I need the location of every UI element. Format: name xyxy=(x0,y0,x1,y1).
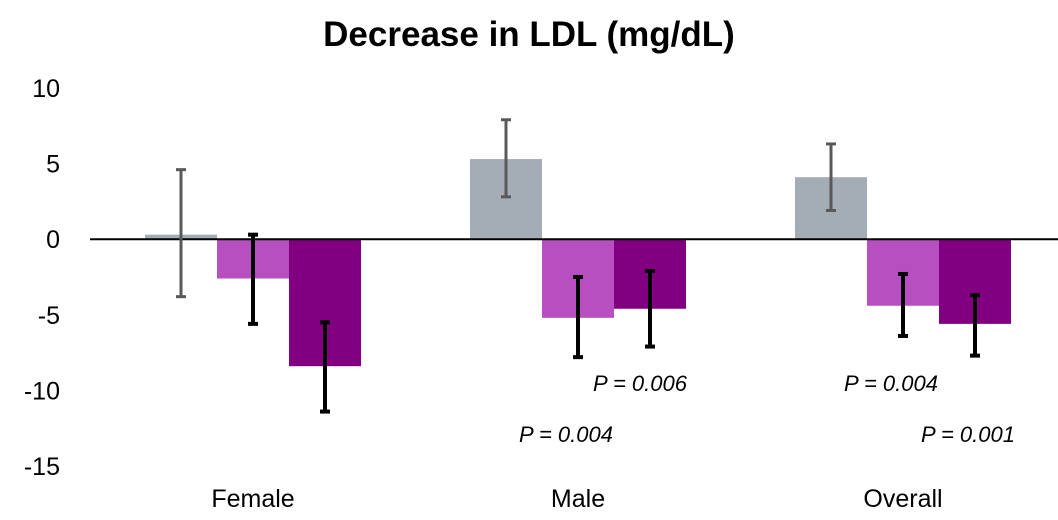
chart-title: Decrease in LDL (mg/dL) xyxy=(323,15,735,54)
p-value-annotations: P = 0.004 P = 0.006 P = 0.004 P = 0.001 xyxy=(519,371,1015,447)
p-value-label: P = 0.004 xyxy=(519,422,613,447)
y-tick-label: -5 xyxy=(38,302,60,330)
p-value-label: P = 0.004 xyxy=(844,371,938,396)
x-category-label: Female xyxy=(211,485,294,513)
y-tick-label: -15 xyxy=(24,453,60,481)
x-category-label: Overall xyxy=(863,485,942,513)
y-axis-ticks: 10 5 0 -5 -10 -15 xyxy=(24,75,60,481)
error-bars xyxy=(176,118,980,414)
p-value-label: P = 0.001 xyxy=(921,422,1015,447)
y-tick-label: 10 xyxy=(32,75,60,103)
y-tick-label: 0 xyxy=(46,226,60,254)
y-tick-label: 5 xyxy=(46,151,60,179)
x-category-label: Male xyxy=(551,485,605,513)
y-tick-label: -10 xyxy=(24,377,60,405)
p-value-label: P = 0.006 xyxy=(593,371,688,396)
x-axis-categories: Female Male Overall xyxy=(211,485,942,513)
